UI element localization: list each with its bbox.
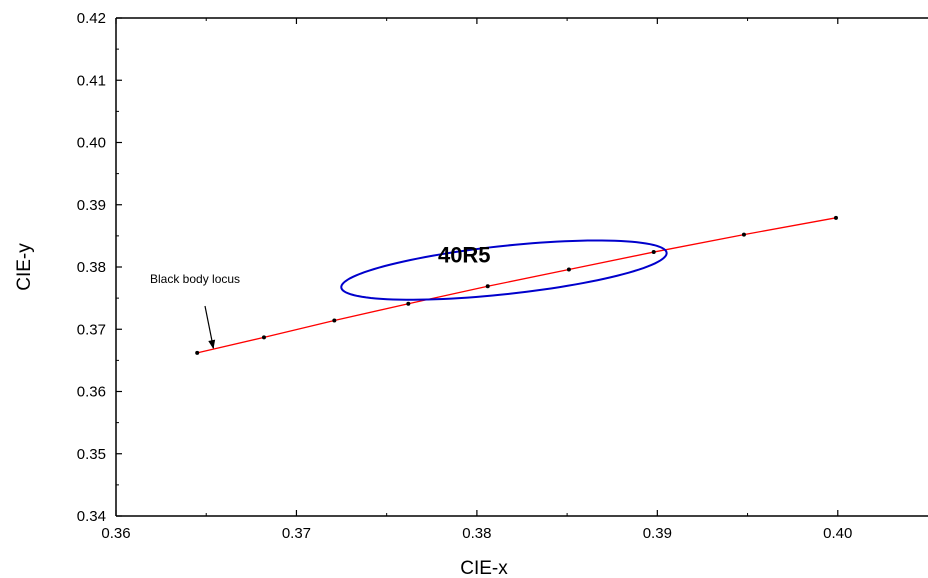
locus-point — [651, 250, 656, 255]
y-tick-label: 0.41 — [77, 72, 106, 89]
x-tick-label: 0.37 — [282, 525, 311, 542]
x-tick-label: 0.40 — [823, 525, 852, 542]
annotation-arrow-head — [208, 339, 216, 350]
ellipse-layer: 40R5 — [340, 239, 668, 301]
locus-point — [833, 215, 838, 220]
y-tick-label: 0.40 — [77, 135, 106, 152]
annotation-black-body-locus: Black body locus — [150, 272, 240, 286]
x-tick-label: 0.39 — [643, 525, 672, 542]
locus-point — [741, 232, 746, 237]
x-axis-title: CIE-x — [460, 558, 508, 578]
ellipse-40r5 — [340, 239, 668, 301]
series — [195, 215, 838, 355]
y-tick-label: 0.34 — [77, 508, 106, 525]
locus-point — [406, 301, 411, 306]
locus-point — [261, 335, 266, 340]
locus-point — [566, 267, 571, 272]
y-tick-label: 0.39 — [77, 197, 106, 214]
ticks: 0.36 0.37 0.38 0.39 0.40 0.34 0.35 0.36 0.37 0.38… — [77, 10, 853, 542]
y-tick-label: 0.35 — [77, 446, 106, 463]
annotation-layer: Black body locus — [150, 272, 240, 350]
y-axis-title: CIE-y — [14, 243, 35, 291]
x-tick-label: 0.36 — [101, 525, 130, 542]
y-tick-label: 0.36 — [77, 384, 106, 401]
y-tick-label: 0.37 — [77, 321, 106, 338]
ellipse-label: 40R5 — [438, 243, 491, 268]
locus-point — [195, 350, 200, 355]
y-tick-label: 0.38 — [77, 259, 106, 276]
locus-point — [485, 284, 490, 289]
x-tick-label: 0.38 — [462, 525, 491, 542]
locus-point — [332, 318, 337, 323]
y-tick-label: 0.42 — [77, 10, 106, 27]
